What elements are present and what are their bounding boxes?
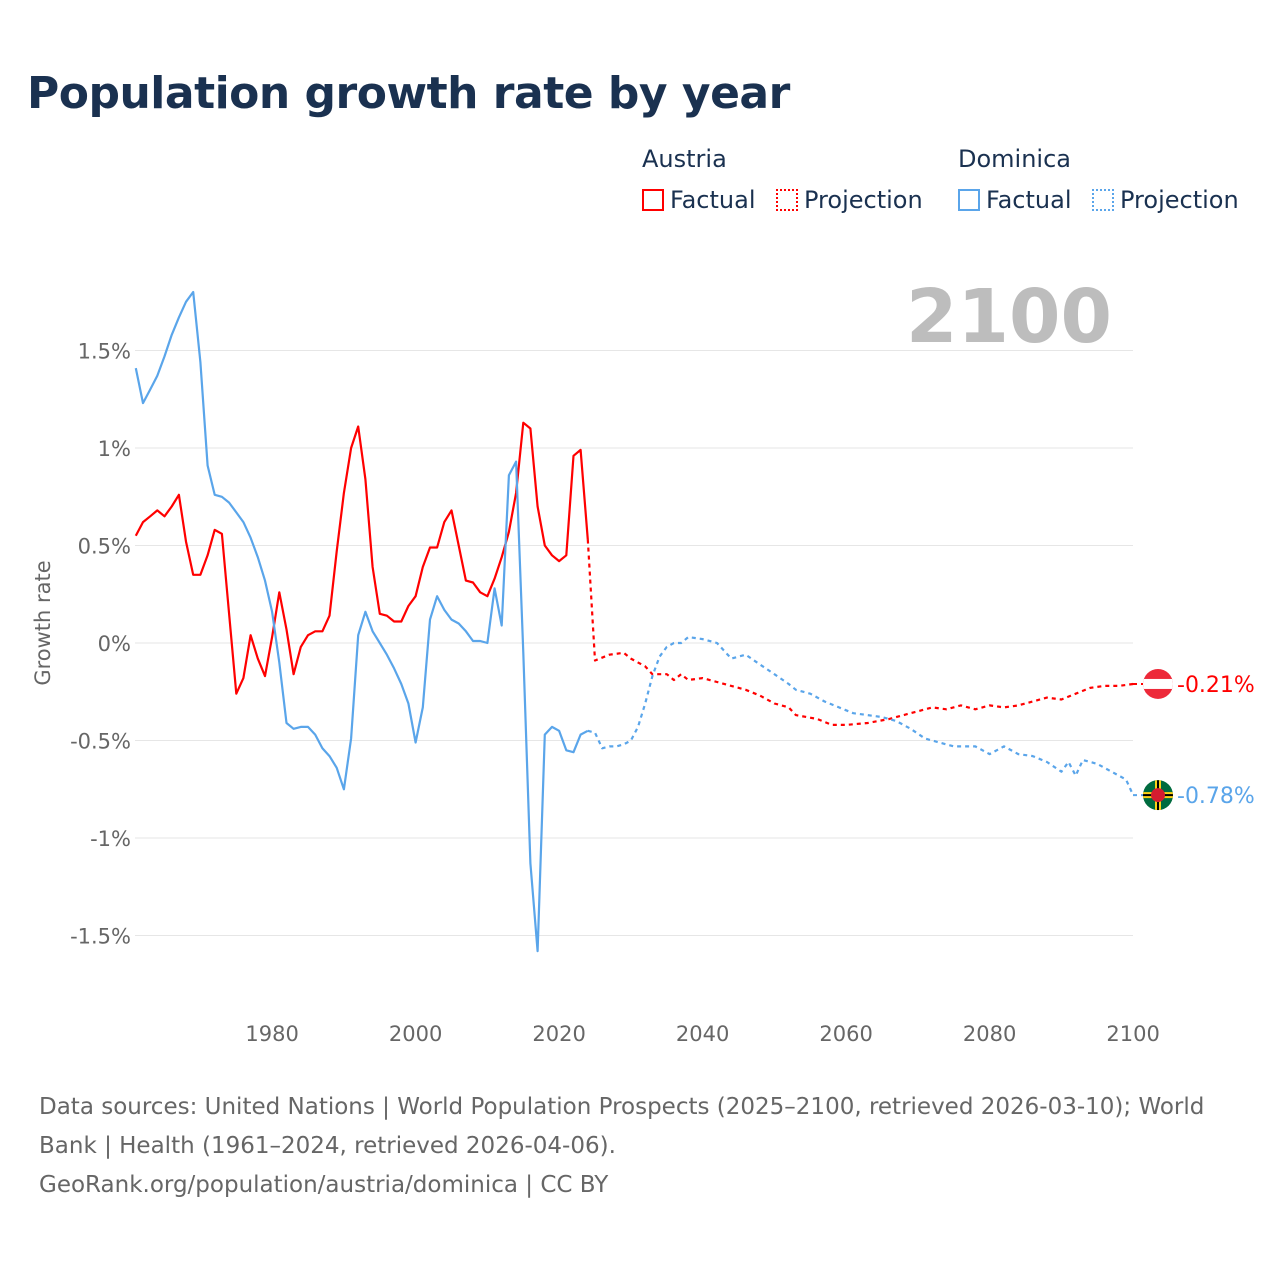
x-tick-label: 2080: [963, 1022, 1016, 1046]
dominica-flag-icon: [1143, 780, 1173, 811]
y-tick-label: 1%: [98, 437, 131, 461]
series-line-dominica-projection: [587, 636, 1135, 796]
y-tick-label: -1.5%: [70, 925, 131, 949]
x-tick-label: 1980: [245, 1022, 298, 1046]
end-value-label: -0.78%: [1177, 784, 1255, 809]
solid-swatch-icon: [958, 189, 980, 211]
chart-title: Population growth rate by year: [27, 68, 790, 119]
footer: Data sources: United Nations | World Pop…: [39, 1088, 1239, 1205]
legend-label: Projection: [804, 186, 923, 214]
dotted-swatch-icon: [776, 189, 798, 211]
series-line-austria-projection: [586, 539, 1134, 726]
data-sources: Data sources: United Nations | World Pop…: [39, 1094, 1205, 1159]
x-tick-label: 2060: [819, 1022, 872, 1046]
x-tick-label: 2000: [389, 1022, 442, 1046]
legend-group-dominica: Dominica: [958, 145, 1071, 173]
legend-austria-projection[interactable]: Projection: [776, 186, 923, 214]
y-tick-label: -0.5%: [70, 730, 131, 754]
year-indicator: 2100: [906, 274, 1112, 360]
legend-austria-factual[interactable]: Factual: [642, 186, 756, 214]
flag-white-band: [1143, 678, 1173, 689]
x-tick-label: 2020: [532, 1022, 585, 1046]
legend-dominica-factual[interactable]: Factual: [958, 186, 1072, 214]
x-tick-label: 2040: [676, 1022, 729, 1046]
solid-swatch-icon: [642, 189, 664, 211]
y-tick-label: 0%: [98, 632, 131, 656]
flag-body: [1143, 668, 1173, 699]
line-chart: 1.5% 1% 0.5% 0% -0.5% -1% -1.5% 1980 2000 2020 204…: [31, 274, 1255, 1046]
legend-label: Factual: [670, 186, 756, 214]
y-tick-label: -1%: [90, 827, 131, 851]
legend-dominica-projection[interactable]: Projection: [1092, 186, 1239, 214]
end-value-label: -0.21%: [1177, 673, 1255, 698]
flag-disk: [1151, 788, 1165, 803]
legend-group-austria: Austria: [642, 145, 727, 173]
dotted-swatch-icon: [1092, 189, 1114, 211]
austria-flag-icon: [1143, 668, 1173, 699]
credit-link[interactable]: GeoRank.org/population/austria/dominica …: [39, 1172, 609, 1198]
y-axis-label: Growth rate: [31, 560, 55, 685]
x-tick-label: 2100: [1106, 1022, 1159, 1046]
y-tick-label: 1.5%: [78, 340, 131, 364]
series-line-austria-factual: [134, 421, 589, 695]
series-line-dominica-factual: [134, 290, 589, 953]
legend-label: Projection: [1120, 186, 1239, 214]
flag-body: [1143, 780, 1173, 811]
legend-label: Factual: [986, 186, 1072, 214]
y-tick-label: 0.5%: [78, 535, 131, 559]
